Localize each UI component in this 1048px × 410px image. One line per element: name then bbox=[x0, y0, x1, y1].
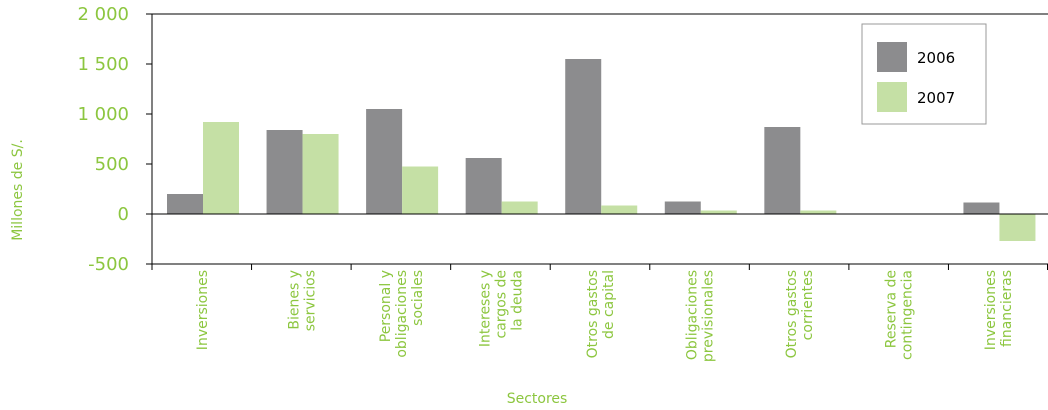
category-label: Reserva de contingencia bbox=[884, 270, 916, 360]
y-tick-label: 0 bbox=[118, 204, 129, 225]
category-label-line: sociales bbox=[410, 270, 426, 326]
bar-2006-3 bbox=[465, 158, 502, 214]
y-axis-title: Millones de S/. bbox=[10, 139, 26, 241]
bar-2007-0 bbox=[203, 122, 239, 214]
legend-label: 2006 bbox=[917, 49, 955, 67]
y-tick-label: 1 000 bbox=[77, 104, 129, 125]
category-label-line: previsionales bbox=[701, 270, 717, 362]
legend-swatch-2007 bbox=[877, 82, 907, 112]
category-label: Otros gastos corrientes bbox=[784, 270, 816, 358]
bar-2007-2 bbox=[402, 166, 439, 214]
x-axis-title: Sectores bbox=[507, 391, 568, 407]
category-label-line: cargos de bbox=[493, 270, 509, 338]
category-label: Obligaciones previsionales bbox=[685, 270, 717, 362]
category-label: Personal y obligaciones sociales bbox=[378, 270, 426, 358]
category-label: Bienes y servicios bbox=[286, 270, 318, 331]
category-label-line: contingencia bbox=[900, 270, 916, 360]
y-tick-label: 2 000 bbox=[77, 4, 129, 25]
y-tick-label: -500 bbox=[88, 254, 129, 275]
x-category-labels: Inversiones Bienes y servicios Personal y ob… bbox=[195, 270, 1015, 362]
bar-2006-1 bbox=[266, 130, 303, 214]
category-label-line: Inversiones bbox=[195, 270, 211, 350]
legend-label: 2007 bbox=[917, 89, 955, 107]
bar-2007-5 bbox=[700, 210, 737, 214]
category-label-line: corrientes bbox=[800, 270, 816, 340]
category-label-line: Intereses y bbox=[477, 270, 493, 347]
category-label: Inversiones bbox=[195, 270, 211, 350]
category-label: Intereses y cargos de la deuda bbox=[477, 270, 525, 347]
axes bbox=[146, 13, 1048, 270]
category-label-line: la deuda bbox=[509, 270, 525, 331]
category-label-line: Personal y bbox=[378, 270, 394, 342]
legend-swatch-2006 bbox=[877, 42, 907, 72]
y-tick-label: 1 500 bbox=[77, 54, 129, 75]
category-label-line: Otros gastos bbox=[784, 270, 800, 358]
bar-2006-0 bbox=[167, 194, 203, 214]
bar-2007-8 bbox=[999, 214, 1036, 241]
y-tick-label: 500 bbox=[95, 154, 129, 175]
bar-2006-2 bbox=[366, 109, 403, 214]
category-label-line: financieras bbox=[999, 270, 1015, 347]
category-label-line: Otros gastos bbox=[585, 270, 601, 358]
category-label-line: Reserva de bbox=[884, 270, 900, 348]
bar-2007-1 bbox=[302, 134, 339, 214]
bar-2006-6 bbox=[764, 127, 801, 214]
category-label-line: Inversiones bbox=[983, 270, 999, 350]
bar-2007-6 bbox=[800, 210, 837, 214]
category-label: Inversiones financieras bbox=[983, 270, 1015, 350]
y-tick-labels: 2 000 1 500 1 000 500 0 -500 bbox=[77, 4, 129, 275]
bar-2006-8 bbox=[963, 202, 1000, 214]
bars bbox=[167, 59, 1036, 241]
category-label-line: servicios bbox=[302, 270, 318, 331]
category-label-line: de capital bbox=[601, 270, 617, 339]
bar-2007-3 bbox=[501, 201, 538, 214]
bar-2006-4 bbox=[565, 59, 602, 214]
bar-2006-5 bbox=[664, 201, 701, 214]
category-label-line: Obligaciones bbox=[685, 270, 701, 360]
category-label: Otros gastos de capital bbox=[585, 270, 617, 358]
category-label-line: obligaciones bbox=[394, 270, 410, 358]
category-label-line: Bienes y bbox=[286, 270, 302, 330]
bar-2007-4 bbox=[601, 205, 638, 214]
legend: 2006 2007 bbox=[861, 23, 987, 125]
